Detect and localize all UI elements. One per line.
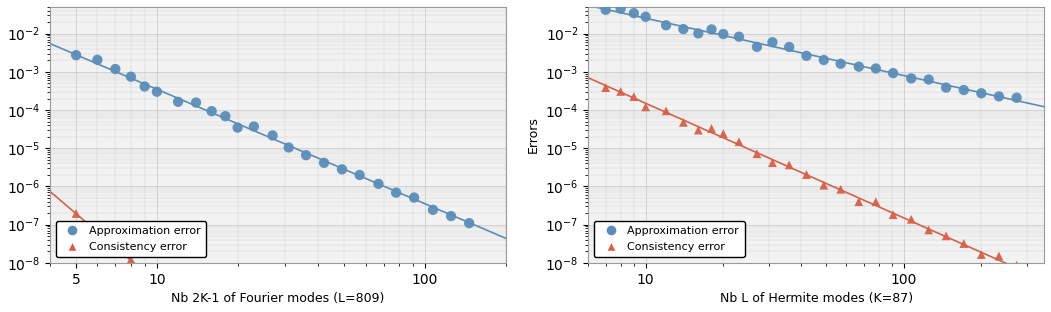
Point (937, 233, 954, 238)
Point (921, 77, 937, 82)
Point (850, 199, 867, 204)
Point (781, 44, 798, 49)
Point (955, 241, 972, 246)
Point (264, 133, 281, 138)
Point (689, 31, 706, 36)
Point (107, 247, 124, 252)
Point (315, 160, 332, 165)
Point (867, 66, 884, 71)
Point (388, 190, 405, 195)
Point (764, 40, 781, 45)
Point (867, 199, 884, 204)
Point (816, 183, 832, 188)
Point (246, 124, 263, 129)
Point (137, 84, 153, 89)
Point (460, 221, 477, 226)
Point (281, 145, 297, 150)
Point (832, 61, 849, 66)
Point (798, 53, 815, 58)
Point (169, 297, 186, 302)
Point (798, 172, 815, 177)
Y-axis label: Errors: Errors (527, 116, 539, 153)
Point (675, 27, 692, 32)
Point (597, 85, 614, 90)
Point (885, 71, 902, 76)
Point (406, 195, 423, 200)
Point (229, 125, 246, 130)
Point (658, 108, 675, 113)
Point (885, 212, 902, 217)
Point (990, 254, 1007, 259)
Point (625, 94, 642, 99)
Point (625, 11, 642, 16)
Point (1008, 95, 1025, 100)
Point (67, 53, 84, 58)
Point (816, 57, 832, 62)
Point (921, 227, 937, 232)
Point (1008, 263, 1025, 268)
Point (613, 89, 630, 94)
Point (850, 64, 867, 69)
Point (730, 34, 747, 39)
Point (442, 214, 459, 219)
Point (675, 120, 692, 125)
Point (148, 284, 165, 289)
Point (123, 257, 140, 262)
Point (89, 227, 106, 232)
Point (148, 89, 165, 94)
Point (425, 207, 441, 212)
Point (715, 131, 731, 136)
Point (748, 44, 765, 49)
Point (203, 109, 220, 114)
Point (597, 7, 614, 12)
Point (658, 23, 675, 28)
Point (637, 14, 654, 19)
Point (67, 211, 84, 216)
Point (107, 66, 124, 71)
Point (955, 88, 972, 93)
Point (297, 153, 314, 158)
Point (217, 114, 233, 119)
X-axis label: Nb 2K-1 of Fourier modes (L=809): Nb 2K-1 of Fourier modes (L=809) (171, 292, 385, 305)
X-axis label: Nb L of Hermite modes (K=87): Nb L of Hermite modes (K=87) (720, 292, 913, 305)
Point (781, 163, 798, 168)
Point (351, 173, 368, 178)
Point (730, 139, 747, 144)
Point (990, 94, 1007, 99)
Point (973, 252, 990, 257)
Point (637, 105, 654, 110)
Legend: Approximation error, Consistency error: Approximation error, Consistency error (56, 221, 206, 257)
Legend: Approximation error, Consistency error: Approximation error, Consistency error (594, 221, 744, 257)
Point (689, 128, 706, 133)
Point (333, 167, 350, 172)
Point (903, 217, 920, 222)
Point (715, 32, 731, 37)
Point (832, 187, 849, 192)
Point (613, 6, 630, 11)
Point (188, 100, 205, 105)
Point (169, 99, 186, 104)
Point (123, 74, 140, 79)
Point (937, 85, 954, 90)
Point (973, 91, 990, 96)
Point (703, 126, 720, 131)
Point (137, 268, 153, 273)
Point (370, 181, 387, 186)
Point (703, 27, 720, 32)
Point (903, 76, 920, 81)
Point (748, 151, 765, 156)
Point (89, 57, 106, 62)
Point (764, 160, 781, 165)
